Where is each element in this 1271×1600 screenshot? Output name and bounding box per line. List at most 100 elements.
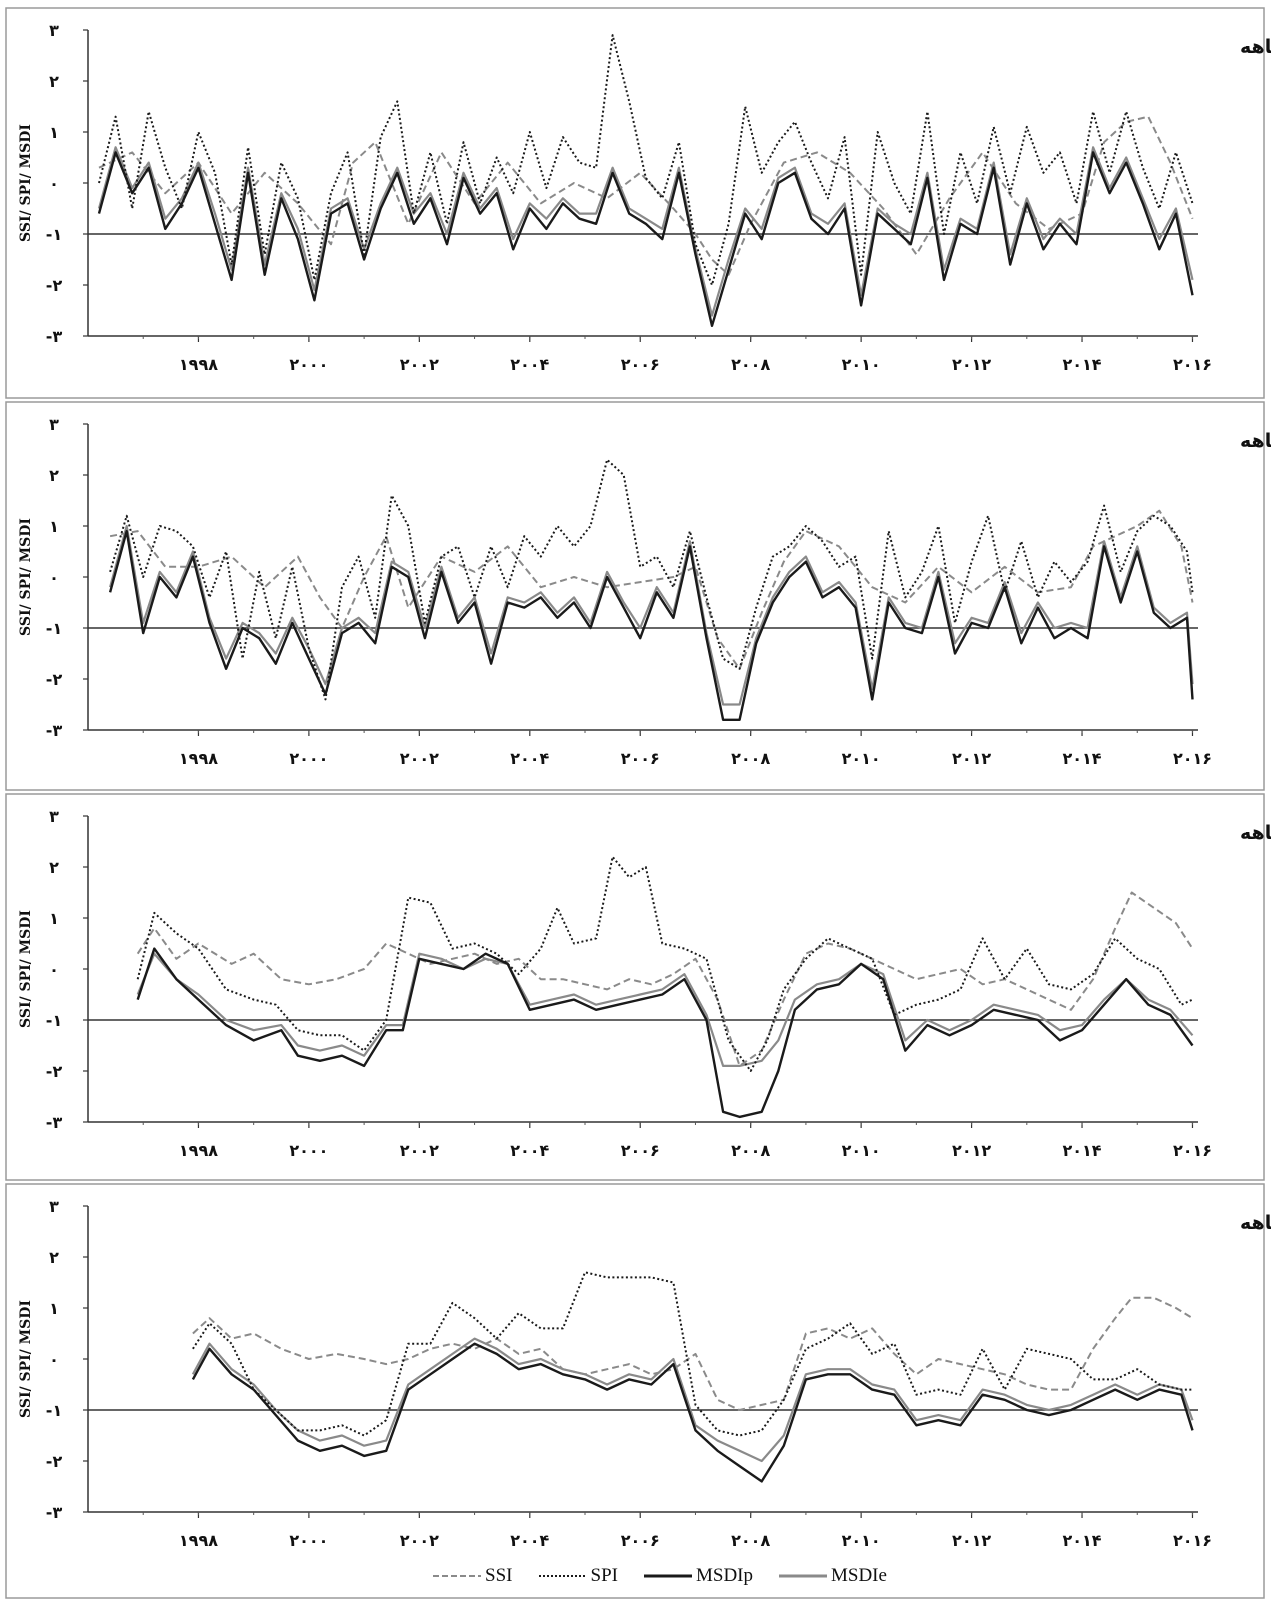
y-tick-label: -۱ (46, 1011, 62, 1030)
panel-1: -۳ -۲ -۱ ۰ ۱ ۲ ۳ ۱۹۹۸ ۲۰۰۰ ۲۰۰۲ ۲۰۰۴ ۲۰۰۶ ۲۰۰۸ ۲۰۱۰ ۲۰… (5, 7, 1271, 399)
panel-title: مقیاس زمانی ۳ ماهه (1240, 36, 1271, 58)
y-tick-label: -۲ (46, 670, 63, 689)
x-tick-label: ۲۰۱۶ (1173, 355, 1212, 374)
series-line-spi (136, 855, 1193, 1072)
panel-title: مقیاس زمانی ۱۲ ماهه (1240, 822, 1271, 844)
legend-item-spi: SPI (538, 1565, 618, 1587)
panel-border (5, 7, 1265, 399)
series-line-ssi (136, 891, 1194, 1067)
x-tick-label: ۲۰۰۲ (400, 355, 439, 374)
x-tick-label: ۲۰۱۴ (1062, 1141, 1101, 1160)
legend-label-ssi: SSI (485, 1565, 513, 1586)
y-tick-label: ۳ (49, 807, 59, 826)
legend-item-msdip: MSDIp (643, 1565, 753, 1587)
series-line-ssi (192, 1296, 1194, 1411)
y-tick-label: -۱ (46, 619, 62, 638)
y-tick-label: ۱ (49, 517, 59, 536)
legend-item-ssi: SSI (433, 1565, 513, 1587)
y-tick-label: -۳ (46, 1113, 63, 1132)
series-line-spi (192, 1271, 1193, 1437)
panel-title: مقیاس زمانی ۲٤ ماهه (1240, 1212, 1271, 1234)
series-line-msdip (136, 947, 1194, 1119)
x-tick-label: ۲۰۱۴ (1062, 355, 1101, 374)
y-axis-label: SSI/ SPI/ MSDI (18, 124, 34, 242)
legend: SSI SPI MSDIp MSDIe (310, 1560, 1010, 1592)
legend-swatch-spi (538, 1575, 587, 1577)
y-tick-label: ۰ (49, 568, 59, 587)
x-tick-label: ۲۰۱۲ (952, 355, 991, 374)
series-line-msdie (97, 146, 1194, 317)
panel-4: -۳ -۲ -۱ ۰ ۱ ۲ ۳ ۱۹۹۸ ۲۰۰۰ ۲۰۰۲ ۲۰۰۴ ۲۰۰۶ ۲۰۰۸ ۲۰۱۰ ۲۰… (5, 1183, 1271, 1599)
x-tick-label: ۲۰۱۲ (952, 749, 991, 768)
y-tick-label: -۱ (46, 1401, 62, 1420)
x-tick-label: ۲۰۰۰ (289, 1531, 328, 1550)
series-line-ssi (109, 509, 1194, 670)
y-tick-label: ۳ (49, 1197, 59, 1216)
x-tick-label: ۲۰۱۲ (952, 1531, 991, 1550)
x-tick-label: ۲۰۰۰ (289, 1141, 328, 1160)
y-tick-label: ۲ (49, 858, 59, 877)
y-tick-label: -۳ (46, 327, 63, 346)
series-line-msdie (191, 1337, 1194, 1463)
x-tick-label: ۲۰۰۸ (731, 355, 770, 374)
x-tick-label: ۲۰۰۸ (731, 749, 770, 768)
panel-3: -۳ -۲ -۱ ۰ ۱ ۲ ۳ ۱۹۹۸ ۲۰۰۰ ۲۰۰۲ ۲۰۰۴ ۲۰۰۶ ۲۰۰۸ ۲۰۱۰ ۲۰… (5, 793, 1271, 1181)
panel-border (5, 1183, 1265, 1599)
series-line-msdie (136, 952, 1194, 1068)
series-line-msdip (108, 529, 1194, 721)
series-line-msdie (109, 524, 1194, 706)
legend-label-msdie: MSDIe (831, 1565, 887, 1586)
legend-label-spi: SPI (590, 1565, 618, 1586)
x-tick-label: ۲۰۰۲ (400, 1531, 439, 1550)
legend-item-msdie: MSDIe (779, 1565, 887, 1587)
x-tick-label: ۲۰۰۸ (731, 1141, 770, 1160)
y-tick-label: ۰ (49, 960, 59, 979)
y-tick-label: ۳ (49, 21, 59, 40)
series-line-spi (98, 34, 1194, 286)
y-axis-label: SSI/ SPI/ MSDI (18, 518, 34, 636)
y-tick-label: -۱ (46, 225, 62, 244)
y-tick-label: -۲ (46, 1062, 63, 1081)
panel-2: -۳ -۲ -۱ ۰ ۱ ۲ ۳ ۱۹۹۸ ۲۰۰۰ ۲۰۰۲ ۲۰۰۴ ۲۰۰۶ ۲۰۰۸ ۲۰۱۰ ۲۰… (5, 401, 1271, 791)
series-line-msdip (97, 151, 1194, 327)
x-tick-label: ۱۹۹۸ (179, 1531, 218, 1550)
y-tick-label: -۳ (46, 721, 63, 740)
legend-swatch-msdip (643, 1574, 692, 1578)
legend-label-msdip: MSDIp (695, 1565, 753, 1586)
panel-border (5, 401, 1265, 791)
y-axis-label: SSI/ SPI/ MSDI (18, 910, 34, 1028)
y-axis-label: SSI/ SPI/ MSDI (18, 1300, 34, 1418)
y-tick-label: ۲ (49, 72, 59, 91)
x-tick-label: ۲۰۰۶ (621, 1531, 660, 1550)
x-tick-label: ۲۰۰۲ (400, 749, 439, 768)
x-tick-label: ۲۰۱۴ (1062, 749, 1101, 768)
y-tick-label: ۱ (49, 123, 59, 142)
legend-swatch-msdie (779, 1574, 827, 1578)
y-tick-label: ۱ (49, 909, 59, 928)
x-tick-label: ۲۰۰۴ (510, 749, 549, 768)
x-tick-label: ۲۰۱۴ (1062, 1531, 1101, 1550)
x-tick-label: ۲۰۰۶ (621, 355, 660, 374)
x-tick-label: ۲۰۱۶ (1173, 1531, 1212, 1550)
x-tick-label: ۲۰۱۶ (1173, 749, 1212, 768)
y-tick-label: ۲ (49, 466, 59, 485)
x-tick-label: ۱۹۹۸ (179, 1141, 218, 1160)
y-tick-label: -۳ (46, 1503, 63, 1522)
x-tick-label: ۲۰۱۰ (842, 749, 881, 768)
x-tick-label: ۲۰۱۲ (952, 1141, 991, 1160)
y-tick-label: -۲ (46, 1452, 63, 1471)
x-tick-label: ۲۰۱۶ (1173, 1141, 1212, 1160)
x-tick-label: ۲۰۰۴ (510, 1141, 549, 1160)
x-tick-label: ۲۰۰۸ (731, 1531, 770, 1550)
x-tick-label: ۲۰۱۰ (842, 1141, 881, 1160)
x-tick-label: ۲۰۰۲ (400, 1141, 439, 1160)
y-tick-label: -۲ (46, 276, 63, 295)
series-line-ssi (98, 115, 1194, 276)
x-tick-label: ۲۰۰۰ (289, 355, 328, 374)
x-tick-label: ۱۹۹۸ (179, 749, 218, 768)
y-tick-label: ۰ (49, 1350, 59, 1369)
x-tick-label: ۲۰۱۰ (842, 355, 881, 374)
y-tick-label: ۲ (49, 1248, 59, 1267)
x-tick-label: ۲۰۱۰ (842, 1531, 881, 1550)
